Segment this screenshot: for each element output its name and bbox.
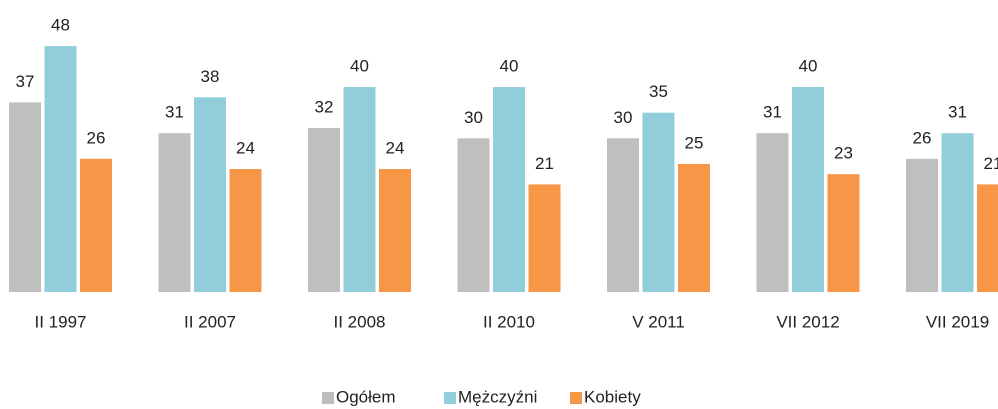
x-tick-label: II 2008 <box>334 312 386 331</box>
bar <box>229 169 262 292</box>
x-tick-label: II 2010 <box>483 312 535 331</box>
bar <box>977 184 998 292</box>
value-label: 35 <box>649 82 668 101</box>
bar <box>827 174 860 292</box>
value-label: 30 <box>464 108 483 127</box>
legend-swatch <box>322 392 334 404</box>
bar <box>44 46 77 293</box>
bar <box>308 128 340 292</box>
value-label: 38 <box>201 67 220 86</box>
legend-label: Kobiety <box>584 387 641 406</box>
value-label: 21 <box>535 154 554 173</box>
x-tick-label: II 2007 <box>184 312 236 331</box>
x-tick-label: VII 2019 <box>926 312 989 331</box>
value-label: 31 <box>948 103 967 122</box>
x-tick-label: V 2011 <box>632 312 685 331</box>
legend-label: Ogółem <box>336 387 396 406</box>
bar <box>678 163 710 292</box>
value-label: 37 <box>16 72 35 91</box>
bar <box>642 112 675 292</box>
value-label: 40 <box>350 57 369 76</box>
bar <box>941 133 974 292</box>
bar <box>158 133 191 292</box>
legend-swatch <box>444 392 456 404</box>
value-label: 24 <box>386 139 405 158</box>
value-label: 40 <box>500 57 519 76</box>
bar <box>457 138 490 292</box>
value-label: 31 <box>165 103 184 122</box>
x-tick-label: II 1997 <box>35 312 87 331</box>
bar <box>493 87 525 292</box>
value-label: 30 <box>614 108 633 127</box>
bar <box>756 133 789 292</box>
bar <box>528 184 561 292</box>
legend-label: Mężczyźni <box>458 387 537 406</box>
bar <box>607 138 639 292</box>
value-label: 26 <box>913 128 932 147</box>
bar <box>906 158 938 292</box>
bar <box>194 97 226 292</box>
bar <box>9 102 41 292</box>
value-label: 23 <box>834 144 853 163</box>
bar <box>80 158 112 292</box>
value-label: 25 <box>685 133 704 152</box>
value-label: 32 <box>315 98 334 117</box>
value-label: 40 <box>799 57 818 76</box>
value-label: 31 <box>763 103 782 122</box>
value-label: 24 <box>236 139 255 158</box>
bar <box>343 87 376 292</box>
legend-swatch <box>570 392 582 404</box>
bar <box>792 87 824 292</box>
value-label: 21 <box>984 154 998 173</box>
bar <box>379 169 411 292</box>
value-label: 26 <box>87 128 106 147</box>
value-label: 48 <box>51 16 70 35</box>
x-tick-label: VII 2012 <box>776 312 839 331</box>
